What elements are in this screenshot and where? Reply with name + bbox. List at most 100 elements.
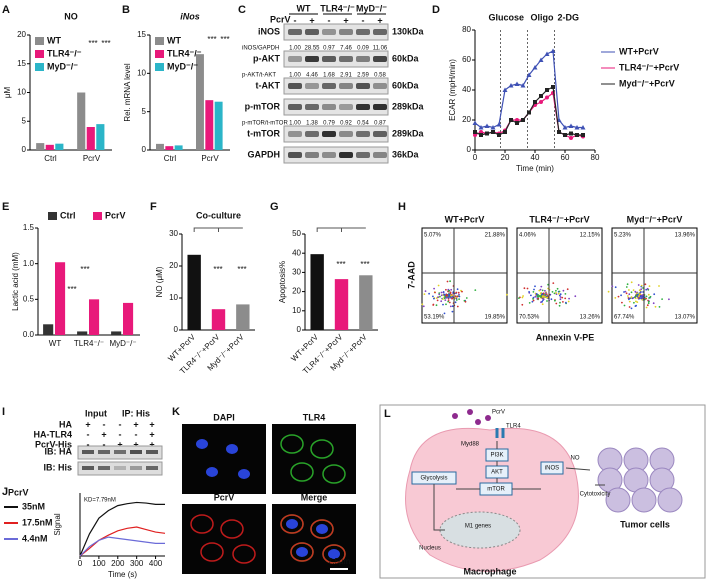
y-tick-label: 0 (467, 145, 472, 154)
flow-dot (436, 299, 439, 302)
blot-header: Input (85, 408, 107, 418)
flow-dot (428, 292, 430, 295)
diagram-label: PcrV (492, 410, 505, 416)
flow-dot (445, 303, 447, 306)
flow-dot (533, 288, 535, 291)
x-tick-label: 200 (111, 559, 125, 568)
point (490, 125, 496, 130)
quadrant-value: 5.07% (424, 233, 442, 239)
flow-dot (632, 297, 635, 299)
flow-dot (645, 295, 648, 298)
sign: + (149, 429, 154, 439)
flow-dot (441, 298, 444, 300)
flow-title: WT+PcrV (445, 214, 485, 224)
legend-label: WT (167, 35, 181, 45)
flow-dot (646, 287, 649, 290)
cell (322, 544, 346, 564)
x-tick-label: MyD⁻/⁻ (109, 339, 136, 348)
ratio-value: 0.58 (374, 73, 386, 79)
band (322, 104, 336, 110)
flow-dot (623, 304, 626, 307)
flow-dot (552, 282, 555, 284)
band (98, 466, 110, 470)
ratio-value: 7.46 (340, 46, 352, 52)
point (574, 125, 580, 130)
event-label: 2-DG (558, 12, 580, 22)
flow-dot (559, 296, 562, 298)
ratio-value: 1.00 (289, 46, 301, 52)
flow-dot (433, 287, 435, 290)
event-label: Glucose (489, 12, 525, 22)
legend-label: MyD⁻/⁻ (167, 61, 198, 71)
band (98, 450, 110, 454)
x-tick-label: WT (49, 339, 62, 348)
point (520, 83, 526, 88)
flow-dot (648, 297, 650, 299)
bar (174, 145, 183, 150)
y-tick-label: 0 (22, 145, 27, 154)
x-tick-label: 300 (130, 559, 144, 568)
flow-dot (545, 296, 548, 299)
flow-dot (545, 292, 547, 294)
bar (211, 309, 226, 330)
row-label: HA (59, 419, 72, 429)
y-tick-label: 20 (17, 30, 26, 39)
panel-letter: A (2, 4, 10, 16)
legend-swatch (93, 212, 102, 220)
band-label: p-AKT (253, 53, 280, 63)
flow-dot (449, 280, 451, 283)
flow-dot (443, 294, 446, 296)
band-label: t-mTOR (247, 128, 280, 138)
flow-dot (625, 292, 628, 295)
flow-dot (647, 300, 650, 303)
tumor-cell (605, 487, 631, 513)
flow-dot (532, 298, 534, 300)
y-tick-label: 5 (22, 116, 27, 125)
point (532, 65, 538, 70)
point (527, 110, 531, 115)
legend-swatch (35, 63, 44, 71)
x-axis-label: Time (min) (516, 164, 554, 173)
sign: - (135, 429, 138, 439)
flow-dot (449, 291, 452, 294)
y-tick-label: 10 (292, 306, 301, 315)
ratio-value: 1.00 (289, 73, 301, 79)
flow-dot (448, 301, 451, 304)
line-series (79, 536, 165, 557)
channel-label: DAPI (213, 412, 235, 422)
band (322, 83, 336, 89)
flow-dot (541, 300, 543, 303)
receptor (495, 428, 505, 438)
bar (236, 304, 250, 330)
band (356, 29, 370, 35)
flow-dot (546, 300, 548, 302)
legend-label: 4.4nM (22, 533, 48, 543)
bar (205, 100, 214, 150)
flow-dot (450, 296, 452, 299)
flow-dot (458, 298, 460, 300)
channel-label: PcrV (214, 492, 235, 502)
y-tick-label: 50 (292, 229, 301, 238)
micrograph (182, 504, 266, 574)
flow-dot (636, 292, 638, 295)
diagram-label: NO (571, 456, 580, 462)
y-tick-label: 10 (169, 293, 178, 302)
flow-dot (647, 293, 650, 296)
flow-dot (540, 285, 543, 288)
flow-dot (639, 295, 642, 297)
flow-dot (454, 301, 457, 304)
point (562, 125, 568, 130)
quadrant-value: 4.06% (519, 233, 537, 239)
flow-dot (624, 290, 627, 293)
flow-dot (630, 281, 633, 284)
flow-dot (559, 293, 562, 296)
band-size: 289kDa (392, 101, 425, 111)
legend-label: PcrV (105, 210, 126, 220)
flow-frame (516, 227, 603, 324)
panel-letter: E (2, 201, 9, 213)
flow-dot (444, 299, 447, 301)
blot-strip (77, 461, 163, 476)
flow-dot (628, 298, 630, 301)
flow-dot (531, 300, 534, 303)
